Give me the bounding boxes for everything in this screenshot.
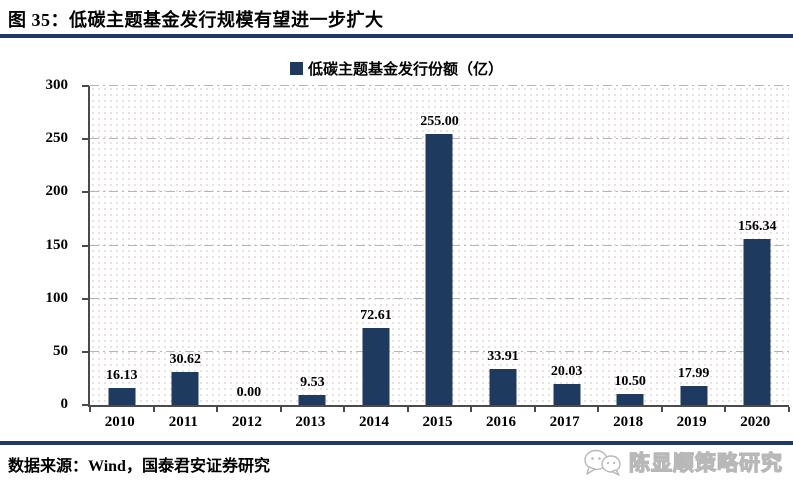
- bar-column-2020: 156.34: [725, 86, 789, 405]
- gridline-300: [90, 85, 789, 86]
- y-axis-label-100: 100: [45, 289, 69, 306]
- title-divider-rule: [0, 34, 793, 38]
- bar-2016: [489, 368, 517, 405]
- y-tick-200: [82, 191, 89, 194]
- y-axis-label-0: 0: [60, 396, 69, 412]
- footer-divider-rule: [0, 441, 793, 445]
- x-axis-label-2017: 2017: [549, 414, 580, 430]
- bar-value-label-2018: 10.50: [614, 373, 646, 389]
- y-axis-label-200: 200: [45, 183, 69, 200]
- x-axis-label-2018: 2018: [613, 414, 644, 430]
- bar-2014: [362, 327, 390, 405]
- bar-column-2016: 33.91: [471, 86, 535, 405]
- x-axis-label-2019: 2019: [676, 414, 707, 430]
- y-tick-50: [82, 350, 89, 353]
- bar-value-label-2012: 0.00: [236, 385, 262, 400]
- x-axis-label-2016: 2016: [486, 414, 517, 430]
- y-tick-300: [82, 85, 89, 87]
- data-source-note: 数据来源：Wind，国泰君安证券研究: [8, 458, 270, 475]
- watermark: 陈显顺策略研究: [583, 447, 783, 477]
- x-axis-label-2013: 2013: [295, 414, 326, 430]
- bar-value-label-2014: 72.61: [360, 307, 392, 323]
- bar-value-label-2013: 9.53: [300, 374, 325, 390]
- bar-value-label-2016: 33.91: [487, 348, 519, 364]
- figure-title: 图 35：低碳主题基金发行规模有望进一步扩大: [8, 10, 384, 30]
- bar-column-2010: 16.13: [90, 86, 154, 405]
- bar-column-2012: 0.00: [217, 86, 281, 405]
- x-tick-1: [152, 407, 155, 412]
- x-axis-labels: 2010 2011 2012 2013 2014 2015 2016 2017 2018 2019…: [88, 414, 787, 434]
- x-tick-3: [279, 407, 282, 412]
- y-axis-label-150: 150: [45, 236, 69, 253]
- y-axis-label-300: 300: [45, 77, 69, 93]
- bar-2019: [680, 385, 708, 405]
- bar-column-2014: 72.61: [344, 86, 408, 405]
- y-axis-label-250: 250: [45, 130, 69, 147]
- x-tick-11: [788, 407, 790, 412]
- bar-value-label-2011: 30.62: [169, 352, 202, 368]
- chart-legend: 低碳主题基金发行份额（亿）: [0, 58, 793, 79]
- bar-2018: [616, 393, 644, 405]
- legend-label: 低碳主题基金发行份额（亿）: [307, 62, 503, 78]
- bar-2017: [553, 383, 581, 405]
- x-tick-7: [533, 407, 536, 412]
- x-tick-9: [660, 407, 663, 412]
- bar-2020: [743, 238, 771, 405]
- bar-column-2015: 255.00: [408, 86, 472, 405]
- y-tick-250: [82, 138, 89, 141]
- x-tick-8: [597, 407, 600, 412]
- watermark-text: 陈显顺策略研究: [628, 451, 783, 475]
- bar-2011: [171, 372, 199, 405]
- x-tick-10: [724, 407, 727, 412]
- x-axis-label-2011: 2011: [168, 414, 198, 430]
- bar-2010: [108, 387, 136, 405]
- y-tick-150: [82, 244, 89, 247]
- bar-column-2017: 20.03: [535, 86, 599, 405]
- bar-value-label-2020: 156.34: [737, 218, 777, 234]
- y-tick-0: [82, 404, 89, 406]
- x-axis-label-2010: 2010: [104, 414, 135, 430]
- bar-2013: [298, 394, 326, 405]
- bar-2015: [425, 133, 453, 405]
- x-axis-label-2020: 2020: [740, 414, 771, 430]
- bar-column-2019: 17.99: [662, 86, 726, 405]
- x-axis-label-2015: 2015: [422, 414, 453, 430]
- bar-value-label-2015: 255.00: [420, 113, 459, 129]
- wechat-account-logo-icon: [584, 449, 621, 476]
- bar-value-label-2010: 16.13: [106, 367, 138, 383]
- x-tick-2: [216, 407, 219, 412]
- x-tick-0: [89, 407, 91, 412]
- legend-marker-square: [289, 62, 303, 75]
- bar-column-2011: 30.62: [154, 86, 218, 405]
- bar-value-label-2017: 20.03: [550, 363, 583, 379]
- x-axis-label-2014: 2014: [358, 414, 389, 430]
- plot-area: 16.13 30.62 0.00 9.53 72.61 255.00 33.91 20.03 1…: [82, 85, 790, 412]
- x-tick-6: [470, 407, 473, 412]
- bar-column-2013: 9.53: [281, 86, 345, 405]
- x-tick-5: [406, 407, 409, 412]
- y-tick-100: [82, 297, 89, 300]
- y-axis-label-50: 50: [53, 342, 68, 359]
- y-axis-labels: 0 50 100 150 200 250 300: [0, 77, 80, 412]
- bar-column-2018: 10.50: [598, 86, 662, 405]
- x-tick-4: [343, 407, 346, 412]
- bar-value-label-2019: 17.99: [677, 365, 710, 381]
- x-axis-label-2012: 2012: [231, 414, 262, 430]
